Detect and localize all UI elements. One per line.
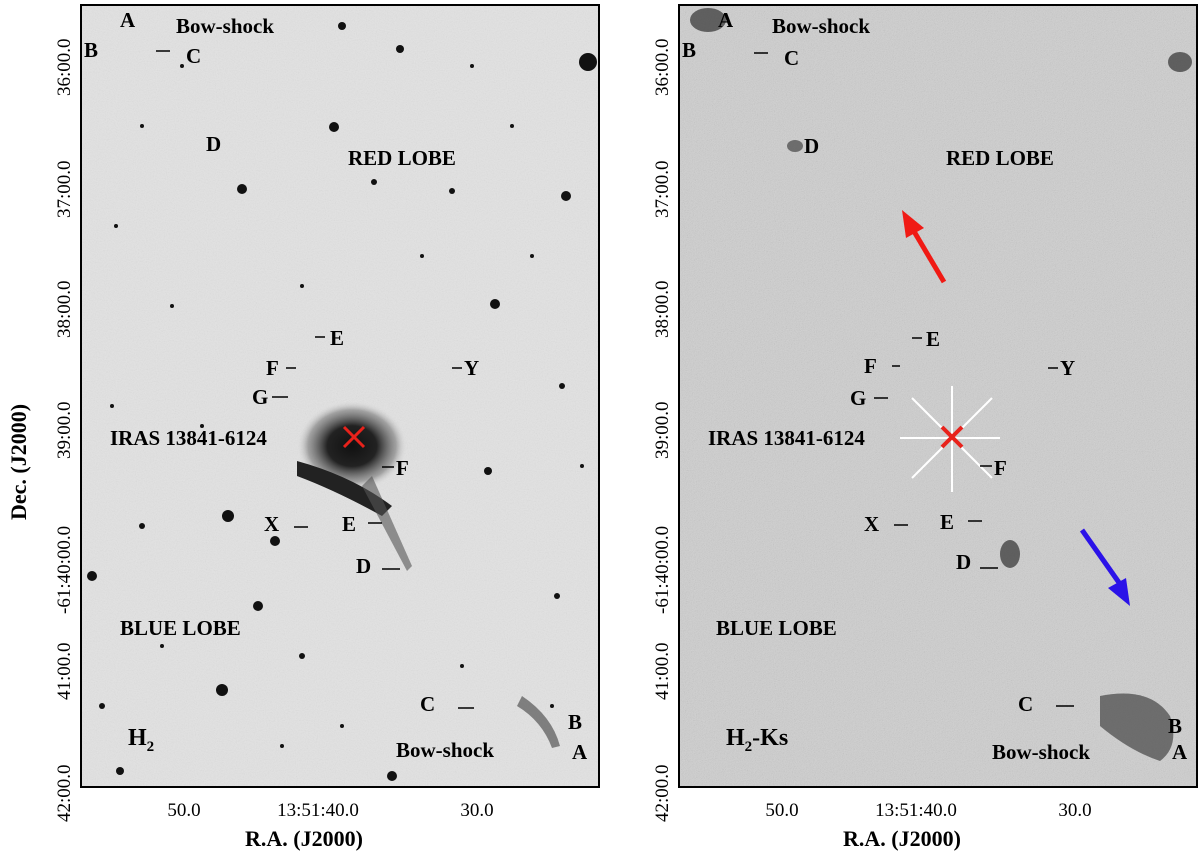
left-starfield [87,22,597,781]
left-knot-d-bottom: D [356,554,372,578]
left-ytick-0: 36:00.0 [54,38,75,96]
right-knot-b-bottom: B [1168,714,1183,738]
left-knot-a-bottom: A [572,740,588,764]
left-knot-e-bottom: E [342,512,357,536]
left-knot-f-top: F [266,356,279,380]
left-knot-b-bottom: B [568,710,583,734]
left-ytick-4: -61:40:00.0 [54,525,75,614]
right-knot-e-bottom: E [940,510,955,534]
left-knot-c-bottom: C [420,692,436,716]
right-image-canvas [680,6,1196,786]
right-ytick-0: 36:00.0 [652,38,673,96]
left-knot-f-bottom: F [396,456,409,480]
right-outflow-features [690,8,1192,761]
left-bow-shock-bottom: Bow-shock [396,738,495,762]
right-ytick-6: 42:00.0 [652,764,673,822]
left-central-nebula [297,401,560,748]
left-ytick-2: 38:00.0 [54,280,75,338]
right-knot-e-top: E [926,327,941,351]
right-knot-y: Y [1060,356,1076,380]
right-blue-lobe-label: BLUE LOBE [716,616,837,640]
left-xtick-0: 50.0 [167,800,201,821]
y-axis-title: Dec. (J2000) [6,403,31,520]
left-knot-c-top: C [186,44,202,68]
right-knot-a-bottom: A [1172,740,1188,764]
left-knot-d-top: D [206,132,222,156]
right-ytick-2: 38:00.0 [652,280,673,338]
right-xtick-2: 30.0 [1058,800,1092,821]
left-knot-x: X [264,512,280,536]
left-panel-h2-image: A B Bow-shock C D RED LOBE E F Y G IRAS … [80,4,600,788]
right-xtick-0: 50.0 [765,800,799,821]
right-bow-shock-bottom: Bow-shock [992,740,1091,764]
left-knot-e-top: E [330,326,345,350]
left-knot-y: Y [464,356,480,380]
right-knot-g: G [850,386,867,410]
right-knot-f-bottom: F [994,456,1007,480]
left-band-label: H2 [128,725,155,755]
right-xtick-1: 13:51:40.0 [875,800,957,821]
right-knot-a-top: A [718,8,734,32]
left-x-axis-title: R.A. (J2000) [245,826,363,851]
right-ytick-1: 37:00.0 [652,160,673,218]
left-ytick-5: 41:00.0 [54,642,75,700]
red-outflow-arrow [902,210,947,284]
left-ytick-3: 39:00.0 [54,401,75,459]
blue-outflow-arrow [1079,528,1130,606]
left-blue-lobe-label: BLUE LOBE [120,616,241,640]
left-ytick-1: 37:00.0 [54,160,75,218]
left-xtick-1: 13:51:40.0 [277,800,359,821]
right-panel-h2-ks-image: A B Bow-shock C D RED LOBE E F Y G IRAS … [678,4,1198,788]
right-band-label: H2-Ks [726,725,789,755]
left-knot-b-top: B [84,38,99,62]
right-knot-f-top: F [864,354,877,378]
right-knot-ticks [754,52,1074,707]
left-knot-g: G [252,385,269,409]
left-image-canvas [82,6,598,786]
left-ytick-6: 42:00.0 [54,764,75,822]
right-knot-c-bottom: C [1018,692,1034,716]
left-marker-x [342,425,366,449]
right-ytick-5: 41:00.0 [652,642,673,700]
right-knot-b-top: B [682,38,697,62]
right-red-lobe-label: RED LOBE [946,146,1054,170]
right-bow-shock-top: Bow-shock [772,14,871,38]
right-marker-x [940,425,964,449]
left-source-label: IRAS 13841-6124 [110,426,267,450]
right-knot-c-top: C [784,46,800,70]
right-x-axis-title: R.A. (J2000) [843,826,961,851]
left-knot-ticks [156,50,474,709]
right-ytick-3: 39:00.0 [652,401,673,459]
right-source-label: IRAS 13841-6124 [708,426,865,450]
right-ytick-4: -61:40:00.0 [652,525,673,614]
right-knot-d-top: D [804,134,820,158]
left-red-lobe-label: RED LOBE [348,146,456,170]
left-xtick-2: 30.0 [460,800,494,821]
right-knot-x: X [864,512,880,536]
right-knot-d-bottom: D [956,550,972,574]
left-bow-shock-top: Bow-shock [176,14,275,38]
left-knot-a-top: A [120,8,136,32]
